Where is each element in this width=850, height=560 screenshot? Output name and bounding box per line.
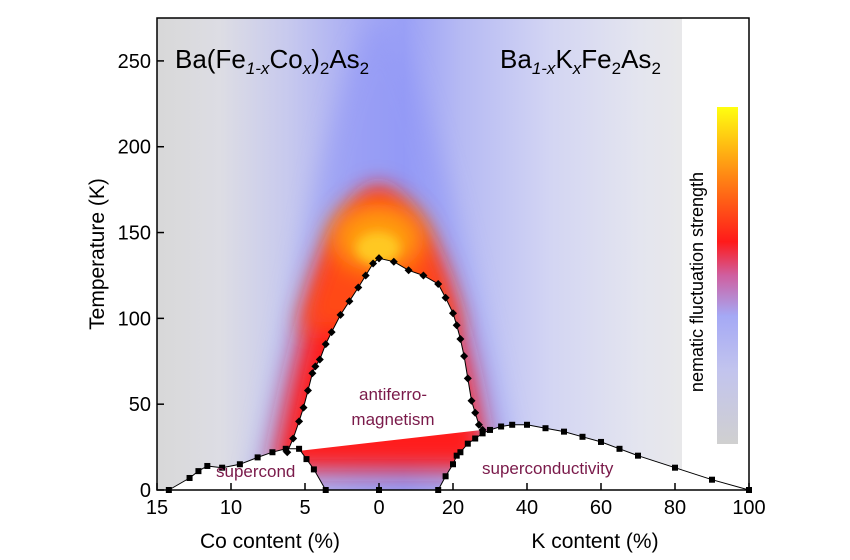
data-point: [354, 283, 363, 292]
x-k-tick-label: 100: [732, 497, 765, 519]
data-point: [295, 417, 304, 426]
data-point: [219, 464, 226, 471]
x-co-tick-label: 5: [299, 497, 310, 519]
sc-co-label: supercond: [216, 462, 295, 481]
data-point: [321, 340, 330, 349]
data-point: [369, 259, 378, 268]
nematic-heatmap: [157, 18, 749, 490]
data-point: [195, 468, 202, 475]
data-point: [204, 462, 211, 469]
y-tick-label: 50: [129, 394, 151, 416]
data-point: [311, 362, 320, 371]
data-point: [452, 321, 461, 330]
x-k-tick-label: 80: [664, 497, 686, 519]
y-tick-label: 250: [118, 51, 151, 73]
y-tick-label: 100: [118, 308, 151, 330]
data-point: [282, 445, 289, 452]
data-point: [474, 420, 483, 429]
data-point: [561, 428, 567, 435]
data-point: [434, 280, 443, 289]
y-tick-label: 200: [118, 137, 151, 159]
data-point: [464, 440, 471, 447]
sc-k-label: superconductivity: [482, 459, 614, 478]
data-point: [308, 369, 317, 378]
phase-line-0: [286, 257, 380, 453]
data-point: [672, 464, 678, 471]
data-point: [435, 487, 442, 493]
data-point: [310, 466, 317, 473]
data-point: [450, 461, 456, 468]
data-point: [299, 403, 308, 412]
data-point: [289, 434, 298, 443]
x-co-tick-label: 15: [146, 497, 168, 519]
data-point: [453, 452, 460, 459]
title-co-compound: Ba(Fe1-xCox)2As2: [175, 44, 369, 78]
data-point: [542, 425, 549, 432]
phase-markers: [165, 254, 752, 493]
y-tick-label: 0: [140, 480, 151, 502]
data-point: [254, 454, 261, 461]
data-point: [327, 328, 336, 337]
data-point: [460, 352, 469, 361]
data-point: [635, 452, 641, 459]
data-point: [509, 421, 516, 428]
afm-label-line2: magnetism: [351, 410, 434, 429]
data-point: [449, 309, 457, 318]
x-k-tick-label: 60: [590, 497, 612, 519]
x-co-tick-label: 10: [220, 497, 242, 519]
data-point: [471, 408, 480, 417]
data-point: [303, 456, 310, 463]
data-point: [186, 474, 193, 481]
data-point: [524, 421, 530, 428]
data-point: [441, 293, 450, 302]
y-tick-label: 150: [118, 223, 151, 245]
data-point: [457, 449, 464, 456]
afm-label-line1: antiferro-: [359, 385, 427, 404]
data-point: [709, 476, 715, 483]
data-point: [479, 430, 486, 437]
title-k-compound: Ba1-xKxFe2As2: [500, 44, 661, 78]
x-k-tick-label: 20: [442, 497, 464, 519]
data-point: [269, 449, 276, 456]
data-point: [322, 487, 329, 493]
data-point: [472, 435, 479, 442]
data-point: [389, 257, 398, 266]
data-point: [165, 487, 172, 493]
data-point: [361, 271, 370, 280]
data-point: [375, 254, 383, 263]
data-point: [236, 461, 243, 468]
data-point: [456, 334, 465, 343]
data-point: [303, 386, 312, 395]
y-axis-label: Temperature (K): [86, 178, 109, 330]
data-point: [442, 473, 449, 480]
data-point: [616, 445, 623, 452]
x-k-tick-label: 0: [373, 497, 384, 519]
x-axis-ticks: 15 10 5 0 20 40 60 80 100: [146, 483, 766, 519]
data-point: [579, 433, 586, 440]
x-axis-label-k: K content (%): [531, 530, 658, 553]
data-point: [598, 438, 604, 445]
x-k-tick-label: 40: [516, 497, 538, 519]
data-point: [498, 423, 505, 430]
colorbar: [717, 107, 738, 444]
y-axis-ticks: 0 50 100 150 200 250: [118, 51, 164, 502]
data-point: [315, 355, 324, 364]
data-point: [296, 445, 303, 452]
data-point: [345, 297, 354, 306]
data-point: [336, 310, 345, 319]
x-axis-label-co: Co content (%): [200, 530, 340, 553]
data-point: [467, 396, 476, 405]
data-point: [487, 426, 493, 433]
data-point: [404, 266, 413, 275]
data-point: [463, 374, 472, 383]
colorbar-label: nematic fluctuation strength: [687, 172, 707, 392]
data-point: [419, 271, 428, 280]
